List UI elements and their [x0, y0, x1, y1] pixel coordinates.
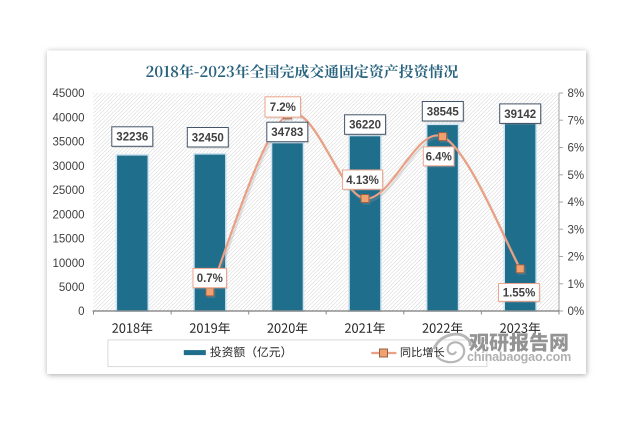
svg-text:0: 0 — [78, 306, 84, 318]
svg-text:7%: 7% — [568, 115, 585, 127]
svg-text:32450: 32450 — [192, 132, 224, 144]
svg-text:chinabaogao.com: chinabaogao.com — [467, 350, 571, 364]
svg-text:32236: 32236 — [116, 132, 148, 144]
svg-text:4%: 4% — [568, 197, 585, 209]
svg-text:6%: 6% — [568, 143, 585, 155]
svg-text:5%: 5% — [568, 170, 585, 182]
svg-text:25000: 25000 — [53, 185, 85, 197]
svg-text:34783: 34783 — [271, 127, 303, 139]
svg-text:1%: 1% — [568, 279, 585, 291]
svg-text:15000: 15000 — [53, 234, 85, 246]
svg-text:4.13%: 4.13% — [346, 175, 379, 187]
svg-text:0.7%: 0.7% — [197, 273, 223, 285]
svg-text:5000: 5000 — [59, 282, 85, 294]
svg-text:1.55%: 1.55% — [503, 288, 536, 300]
svg-text:36220: 36220 — [349, 120, 381, 132]
svg-text:10000: 10000 — [53, 258, 85, 270]
svg-text:39142: 39142 — [504, 109, 536, 121]
svg-text:20000: 20000 — [53, 209, 85, 221]
svg-text:3%: 3% — [568, 224, 585, 236]
svg-text:38545: 38545 — [427, 106, 460, 118]
svg-text:35000: 35000 — [53, 137, 85, 149]
svg-text:6.4%: 6.4% — [426, 151, 452, 163]
svg-text:30000: 30000 — [53, 161, 85, 173]
svg-text:0%: 0% — [568, 306, 585, 318]
svg-text:8%: 8% — [568, 88, 585, 100]
svg-text:7.2%: 7.2% — [270, 102, 296, 114]
svg-text:40000: 40000 — [53, 112, 85, 124]
svg-text:45000: 45000 — [53, 88, 85, 100]
svg-text:2%: 2% — [568, 252, 585, 264]
